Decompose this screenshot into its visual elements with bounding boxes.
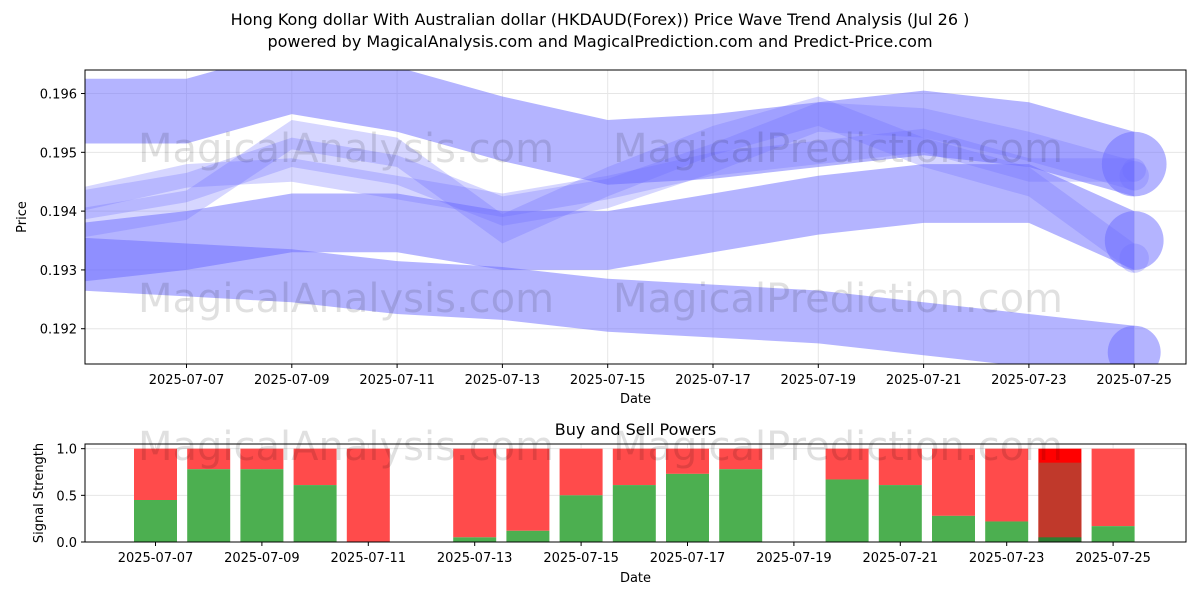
watermark-text: MagicalAnalysis.com xyxy=(138,276,554,322)
x-tick-label: 2025-07-07 xyxy=(149,373,225,388)
sell-bar xyxy=(878,448,922,486)
y-axis-label: Price xyxy=(15,201,30,233)
x-tick-label: 2025-07-09 xyxy=(224,551,300,566)
buy-bar xyxy=(134,500,177,542)
x-tick-label: 2025-07-13 xyxy=(437,551,513,566)
sell-bar xyxy=(985,448,1029,522)
buy-bar xyxy=(825,479,869,542)
buy-bar xyxy=(985,521,1029,542)
y-tick-label: 0.193 xyxy=(40,264,77,279)
buy-bar xyxy=(506,530,550,542)
buy-bar xyxy=(666,473,709,542)
price-wave-band xyxy=(85,70,1135,197)
x-tick-label: 2025-07-15 xyxy=(543,551,619,566)
watermark-text: MagicalPrediction.com xyxy=(613,424,1063,470)
price-wave-band xyxy=(85,237,1135,364)
x-tick-label: 2025-07-07 xyxy=(118,551,194,566)
sell-bar xyxy=(134,448,177,500)
price-wave-end xyxy=(1119,161,1149,191)
sell-bar xyxy=(240,448,284,470)
sell-bar xyxy=(825,448,869,480)
price-wave-band xyxy=(85,102,1135,226)
chart-title: Hong Kong dollar With Australian dollar … xyxy=(230,10,970,29)
x-tick-label: 2025-07-25 xyxy=(1075,551,1151,566)
x-tick-label: 2025-07-21 xyxy=(886,373,962,388)
sell-bar xyxy=(666,448,709,474)
sell-bar xyxy=(719,448,763,470)
x-tick-label: 2025-07-13 xyxy=(465,373,541,388)
y-axis-label: Signal Strength xyxy=(32,443,47,543)
buy-bar xyxy=(240,469,284,542)
price-wave-end xyxy=(1101,131,1167,197)
y-tick-label: 0.195 xyxy=(40,146,77,161)
y-tick-label: 0.5 xyxy=(56,489,77,504)
x-tick-label: 2025-07-21 xyxy=(863,551,939,566)
price-wave-end xyxy=(1119,243,1149,273)
x-tick-label: 2025-07-15 xyxy=(570,373,646,388)
y-tick-label: 0.0 xyxy=(56,536,77,551)
y-tick-label: 0.192 xyxy=(40,323,77,338)
x-tick-label: 2025-07-17 xyxy=(675,373,751,388)
buy-bar xyxy=(187,469,231,542)
watermark-text: MagicalAnalysis.com xyxy=(138,126,554,172)
overlap-bar xyxy=(1038,462,1082,542)
y-tick-label: 0.194 xyxy=(40,205,77,220)
buy-bar xyxy=(878,485,922,542)
sell-bar xyxy=(346,448,390,542)
bar-chart-title: Buy and Sell Powers xyxy=(555,420,717,439)
watermark-text: MagicalAnalysis.com xyxy=(138,424,554,470)
sell-bar xyxy=(453,448,497,538)
x-tick-label: 2025-07-09 xyxy=(254,373,330,388)
chart-subtitle: powered by MagicalAnalysis.com and Magic… xyxy=(267,32,933,51)
x-axis-label: Date xyxy=(620,392,651,407)
price-wave-band xyxy=(85,96,1135,273)
x-tick-label: 2025-07-11 xyxy=(359,373,435,388)
sell-bar xyxy=(506,448,550,531)
x-tick-label: 2025-07-25 xyxy=(1096,373,1172,388)
price-wave-band xyxy=(85,128,1135,217)
buy-bar xyxy=(559,495,603,542)
price-wave-band xyxy=(85,164,1135,282)
sell-bar xyxy=(1091,448,1135,527)
buy-bar xyxy=(612,485,656,542)
sell-bar xyxy=(932,448,975,516)
sell-bar xyxy=(559,448,603,496)
watermark-text: MagicalPrediction.com xyxy=(613,126,1063,172)
x-tick-label: 2025-07-23 xyxy=(991,373,1067,388)
buy-bar xyxy=(1038,537,1082,542)
sell-bar xyxy=(293,448,337,486)
watermark-text: MagicalPrediction.com xyxy=(613,276,1063,322)
sell-bar xyxy=(187,448,231,470)
buy-bar xyxy=(1091,526,1135,542)
x-tick-label: 2025-07-19 xyxy=(781,373,857,388)
price-wave-end xyxy=(1107,325,1161,364)
buy-bar xyxy=(932,515,975,542)
plot-frame xyxy=(84,69,1187,365)
price-wave-end xyxy=(1122,158,1146,182)
y-tick-label: 0.196 xyxy=(40,88,77,103)
y-tick-label: 1.0 xyxy=(56,443,77,458)
buy-bar xyxy=(719,469,763,542)
x-tick-label: 2025-07-23 xyxy=(969,551,1045,566)
plot-frame xyxy=(84,443,1187,543)
sell-bar xyxy=(612,448,656,486)
price-wave-end xyxy=(1104,211,1164,270)
buy-bar xyxy=(293,485,337,542)
x-axis-label: Date xyxy=(620,571,651,586)
x-tick-label: 2025-07-17 xyxy=(650,551,726,566)
buy-bar xyxy=(453,537,497,542)
x-tick-label: 2025-07-19 xyxy=(756,551,832,566)
x-tick-label: 2025-07-11 xyxy=(331,551,407,566)
